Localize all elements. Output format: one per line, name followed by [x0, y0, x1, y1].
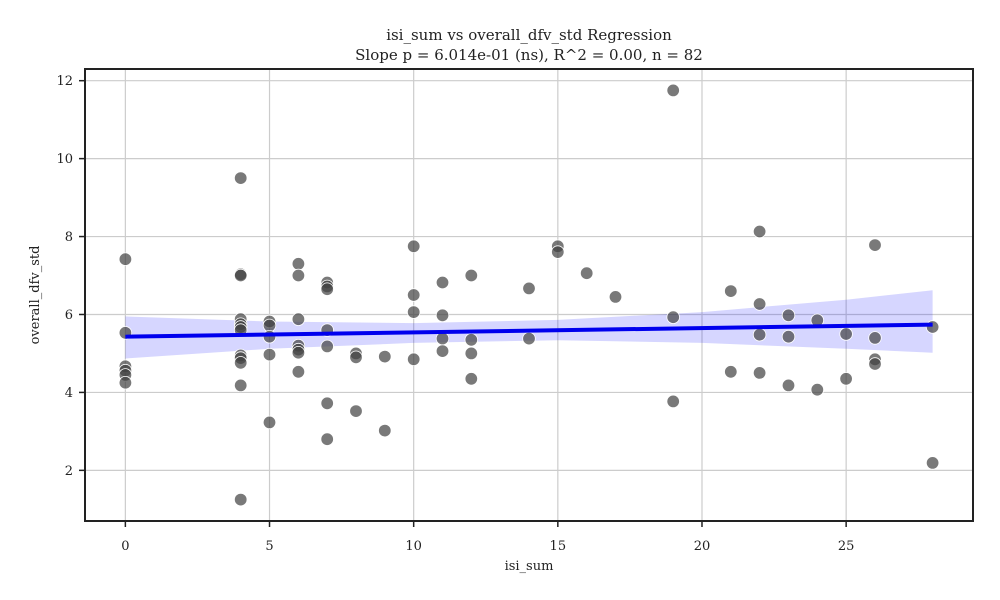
data-point	[320, 282, 334, 296]
data-point	[291, 312, 306, 326]
data-point	[378, 349, 392, 364]
data-point	[320, 396, 334, 411]
data-point	[407, 239, 421, 254]
y-tick-label: 6	[65, 308, 73, 323]
data-point	[925, 456, 940, 470]
x-tick-label: 25	[838, 539, 855, 554]
data-point	[464, 333, 479, 347]
axis-ticks: 0 5 10 15 20 25 2 4 6 8 10 12	[56, 74, 854, 554]
x-tick-label: 10	[405, 539, 422, 554]
data-point	[435, 331, 450, 346]
scatter-points	[118, 83, 940, 507]
data-point	[868, 331, 882, 345]
data-point	[464, 346, 479, 361]
data-point	[781, 378, 796, 393]
data-point	[464, 372, 479, 386]
data-point	[233, 356, 248, 370]
x-axis-label: isi_sum	[505, 559, 554, 574]
data-point	[320, 432, 334, 446]
data-point	[435, 275, 450, 290]
data-point	[666, 83, 680, 98]
data-point	[435, 308, 450, 323]
data-point	[608, 290, 623, 304]
data-point	[464, 268, 479, 283]
data-point	[378, 423, 392, 438]
y-tick-label: 12	[56, 74, 73, 89]
data-point	[839, 327, 853, 341]
data-point	[349, 404, 363, 418]
data-point	[522, 281, 536, 296]
y-tick-label: 10	[56, 152, 73, 167]
x-tick-label: 15	[550, 539, 567, 554]
chart-title: isi_sum vs overall_dfv_std Regression	[386, 26, 672, 44]
data-point	[810, 383, 825, 397]
data-point	[320, 339, 334, 354]
data-point	[435, 344, 450, 358]
data-point	[262, 415, 277, 430]
data-point	[781, 330, 796, 344]
data-point	[407, 352, 421, 367]
data-point	[868, 238, 882, 252]
x-tick-label: 20	[694, 539, 711, 554]
data-point	[752, 297, 767, 311]
x-tick-label: 0	[121, 539, 129, 554]
y-tick-label: 4	[65, 386, 73, 401]
data-point	[291, 268, 306, 283]
data-point	[118, 252, 133, 266]
y-tick-label: 2	[65, 464, 73, 479]
data-point	[291, 346, 306, 360]
data-point	[233, 492, 248, 507]
data-point	[752, 366, 767, 380]
data-point	[752, 224, 767, 239]
x-tick-label: 5	[265, 539, 273, 554]
data-point	[349, 350, 363, 365]
grid	[85, 69, 973, 521]
data-point	[522, 331, 536, 346]
chart-subtitle: Slope p = 6.014e-01 (ns), R^2 = 0.00, n …	[355, 46, 703, 64]
data-point	[781, 308, 796, 323]
data-point	[291, 257, 306, 271]
plot-frame	[84, 68, 974, 522]
data-point	[233, 171, 248, 185]
data-point	[407, 288, 421, 302]
data-point	[666, 394, 680, 409]
data-point	[118, 376, 133, 390]
data-point	[724, 284, 738, 298]
data-point	[407, 305, 421, 319]
data-point	[580, 266, 594, 280]
data-point	[233, 378, 248, 393]
regression-line-layer	[125, 322, 933, 339]
data-point	[724, 365, 738, 379]
data-point	[262, 330, 277, 344]
data-point	[752, 328, 767, 342]
data-point	[666, 310, 680, 324]
data-point	[551, 245, 565, 259]
data-point	[291, 365, 306, 379]
regression-line	[125, 322, 933, 339]
data-point	[839, 372, 853, 386]
data-point	[868, 357, 882, 371]
data-point	[262, 318, 277, 333]
y-tick-label: 8	[65, 230, 73, 245]
data-point	[233, 268, 248, 283]
data-point	[262, 347, 277, 362]
y-axis-label: overall_dfv_std	[28, 246, 43, 345]
data-point	[925, 320, 940, 334]
